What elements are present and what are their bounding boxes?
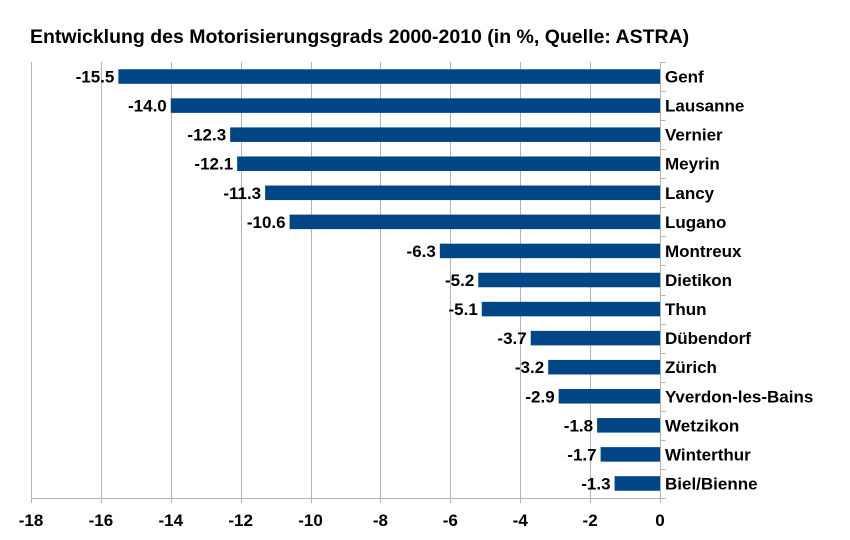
category-label: Thun [665,300,707,319]
bar-value-label: -14.0 [128,97,167,116]
bar [265,185,660,201]
category-label: Lancy [665,184,715,203]
category-label: Yverdon-les-Bains [665,387,813,406]
category-label: Meyrin [665,155,720,174]
x-tick-label: 0 [655,511,664,530]
chart-title: Entwicklung des Motorisierungsgrads 2000… [30,26,690,48]
bar-value-label: -2.9 [525,387,554,406]
x-tick-label: -2 [583,511,598,530]
bar-value-label: -11.3 [223,184,261,203]
bar-value-label: -5.1 [448,300,477,319]
category-label: Dietikon [665,271,732,290]
x-tick-label: -10 [298,511,323,530]
x-tick-label: -16 [89,511,114,530]
x-tick-label: -14 [158,511,183,530]
bars [118,69,661,491]
category-label: Lugano [665,213,726,232]
category-label: Genf [665,68,704,87]
bar [614,476,660,491]
x-tick-label: -18 [19,511,44,530]
bar [170,98,660,113]
category-label: Montreux [665,242,742,261]
bar [118,69,661,84]
category-label: Winterthur [665,445,751,464]
x-tick-label: -12 [228,511,253,530]
category-label: Dübendorf [665,329,751,348]
x-tick-label: -6 [443,511,458,530]
category-label: Wetzikon [665,416,739,435]
bar-value-label: -3.2 [515,358,544,377]
bar-value-label: -1.3 [581,474,610,493]
bar [558,389,660,404]
bar-value-label: -10.6 [247,213,286,232]
bar-value-label: -3.7 [497,329,526,348]
bar-value-label: -12.1 [194,155,233,174]
bar [548,359,660,375]
bar [530,330,660,346]
x-tick-label: -4 [513,511,529,530]
bar-value-label: -5.2 [445,271,474,290]
bar [439,243,660,259]
bar [478,272,660,288]
bar-value-label: -1.7 [567,445,596,464]
bar-value-label: -6.3 [407,242,436,261]
x-tick-label: -8 [373,511,388,530]
category-label: Zürich [665,358,717,377]
bar [597,418,660,433]
category-label: Biel/Bienne [665,474,758,493]
bar-value-label: -12.3 [187,126,226,145]
category-label: Vernier [665,126,723,145]
bar-value-label: -15.5 [76,68,115,87]
bar [230,127,660,142]
category-label: Lausanne [665,97,744,116]
bar [289,214,660,230]
labels: -18 -16 -14 -12 -10 -8 -6 -4 -2 0 -15.5 Genf -14.0 La… [19,68,814,530]
bar-value-label: -1.8 [564,416,593,435]
bar [481,301,660,317]
bar [600,447,660,462]
bar [237,156,660,171]
